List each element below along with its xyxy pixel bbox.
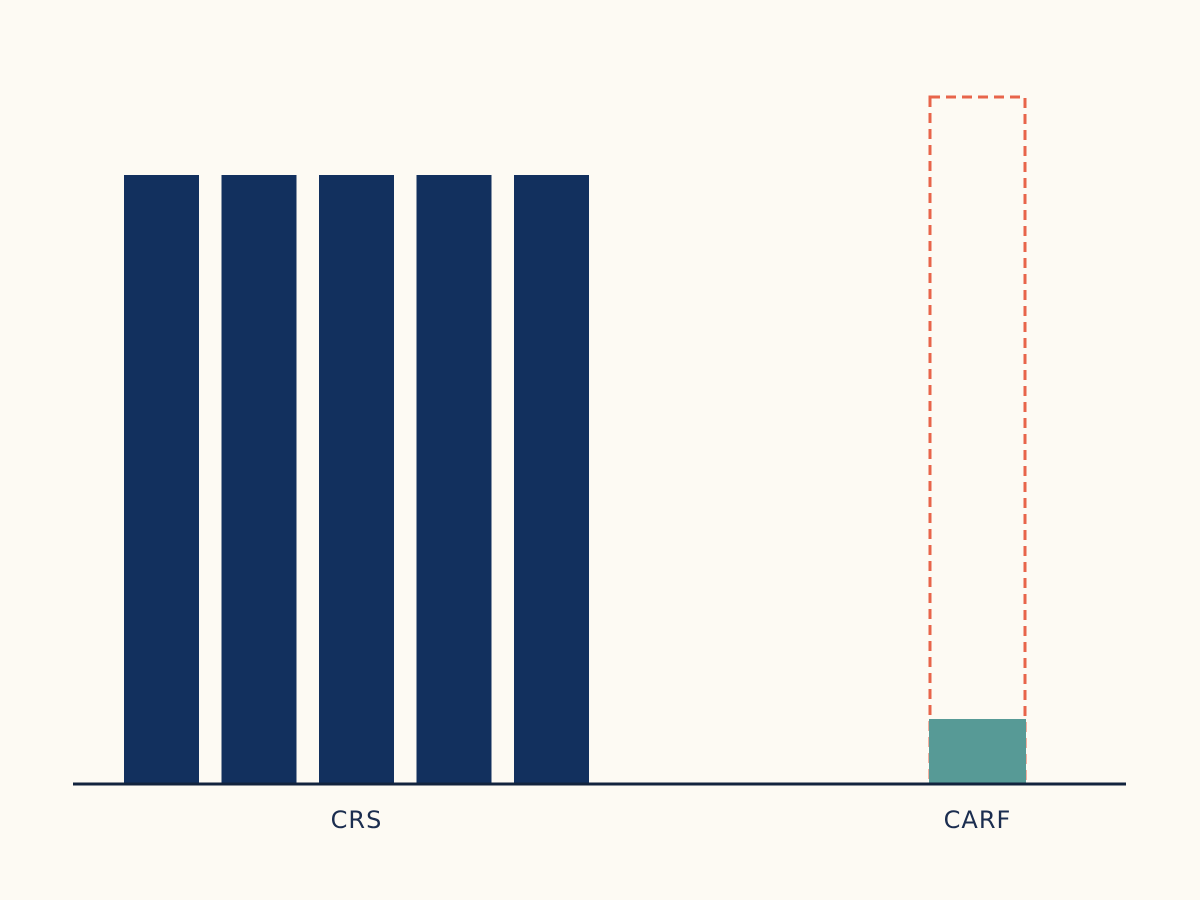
- category-label: CRS: [331, 806, 383, 834]
- bar: [319, 175, 394, 783]
- bar: [124, 175, 199, 783]
- target-outline: [928, 95, 1027, 785]
- bar: [221, 175, 297, 783]
- bar: [929, 719, 1026, 783]
- category-label: CARF: [944, 806, 1012, 834]
- bar: [416, 175, 492, 783]
- bar: [514, 175, 589, 783]
